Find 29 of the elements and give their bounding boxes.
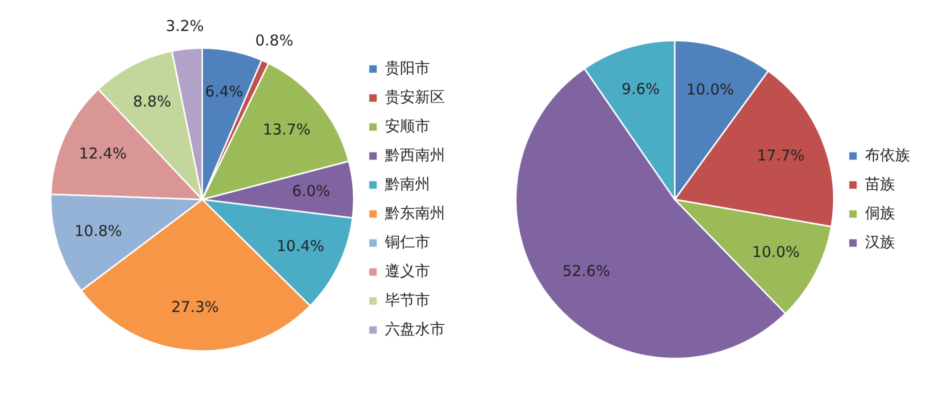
legend-label: 毕节市 [385, 290, 430, 309]
legend-label: 铜仁市 [384, 232, 430, 251]
data-label: 10.8% [74, 222, 122, 240]
data-label: 17.7% [757, 146, 805, 164]
data-label: 0.8% [255, 32, 294, 50]
legend-label: 侗族 [865, 204, 895, 222]
data-label: 8.8% [132, 92, 172, 111]
legend-label: 黔东南州 [384, 204, 445, 222]
legend-label: 布依族 [865, 146, 910, 164]
legend-label: 苗族 [865, 174, 895, 193]
data-label: 6.0% [292, 182, 330, 200]
legend-label: 安顺市 [385, 116, 430, 135]
legend-label: 六盘水市 [385, 320, 445, 338]
data-label: 6.4% [205, 82, 244, 101]
data-label: 10.0% [686, 80, 734, 99]
legend-label: 黔西南州 [384, 146, 445, 164]
data-label: 13.7% [262, 120, 310, 138]
legend-label: 贵安新区 [385, 88, 445, 106]
legend-label: 贵阳市 [385, 58, 430, 77]
data-label: 3.2% [166, 16, 204, 35]
data-label: 9.6% [622, 80, 660, 98]
data-label: 12.4% [79, 144, 127, 162]
data-label: 10.4% [276, 236, 324, 255]
data-label: 10.0% [752, 242, 800, 261]
legend-label: 汉族 [865, 232, 895, 251]
data-label: 27.3% [171, 298, 219, 316]
data-label: 52.6% [562, 262, 610, 280]
legend-label: 黔南州 [384, 174, 430, 193]
legend-label: 遵义市 [385, 262, 430, 280]
